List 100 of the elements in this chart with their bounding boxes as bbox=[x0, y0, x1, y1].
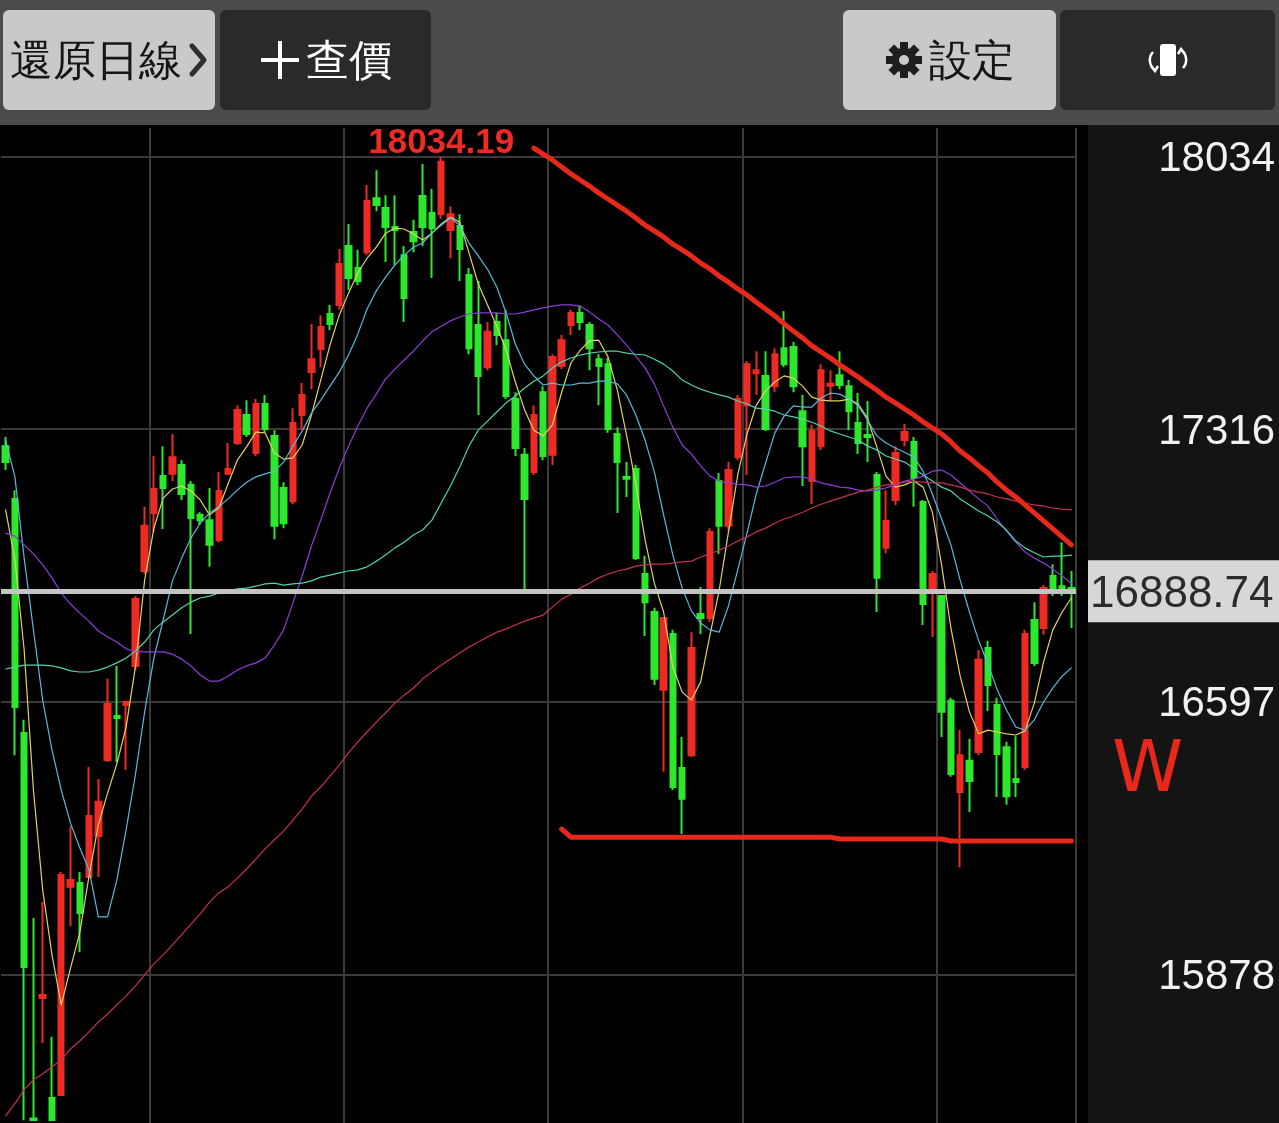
candlestick bbox=[817, 363, 825, 451]
candlestick bbox=[798, 393, 807, 487]
line-series bbox=[5, 480, 1072, 1117]
candlestick bbox=[780, 309, 788, 369]
candlestick bbox=[168, 432, 177, 483]
candlestick bbox=[261, 393, 269, 434]
candlestick bbox=[94, 778, 103, 878]
candlestick bbox=[687, 631, 696, 759]
text: 還原日線 bbox=[10, 35, 182, 84]
candlestick bbox=[595, 353, 603, 407]
candlestick bbox=[177, 459, 186, 502]
candlestick bbox=[937, 595, 946, 738]
candlestick bbox=[632, 464, 640, 562]
annotation: 18034.19 bbox=[368, 120, 515, 160]
candlestick bbox=[613, 426, 621, 514]
candlestick bbox=[317, 314, 325, 369]
text: 查價 bbox=[305, 35, 392, 84]
candlestick bbox=[233, 404, 242, 446]
y-tick-label: 16597 bbox=[1158, 678, 1275, 726]
candlestick bbox=[659, 615, 668, 773]
candlestick bbox=[808, 423, 816, 506]
candlestick bbox=[363, 183, 371, 257]
candlestick bbox=[437, 155, 445, 220]
candlestick bbox=[622, 461, 631, 498]
candlestick bbox=[372, 169, 381, 213]
candlestick bbox=[993, 696, 1001, 798]
candlestick bbox=[29, 917, 38, 1122]
candlestick bbox=[196, 511, 204, 527]
candlestick bbox=[205, 486, 214, 568]
candlestick bbox=[446, 205, 455, 260]
candlestick bbox=[326, 303, 334, 331]
candlestick bbox=[38, 901, 47, 1044]
candlestick bbox=[734, 393, 742, 462]
candlestick bbox=[474, 279, 482, 416]
candlestick bbox=[919, 499, 927, 626]
candlestick bbox=[743, 360, 751, 476]
candlestick bbox=[150, 455, 158, 533]
candlestick bbox=[696, 585, 705, 636]
candlestick bbox=[113, 664, 121, 763]
candlestick bbox=[344, 223, 353, 292]
candlestick bbox=[669, 628, 677, 792]
candlestick bbox=[678, 735, 686, 836]
candlestick bbox=[530, 404, 538, 476]
candlestick bbox=[1002, 740, 1011, 806]
candlestick bbox=[307, 322, 316, 391]
candlestick bbox=[891, 445, 900, 506]
candlestick bbox=[567, 308, 575, 336]
candlestick bbox=[103, 677, 112, 763]
candlestick bbox=[1, 436, 10, 472]
candlestick bbox=[974, 648, 983, 757]
candlestick bbox=[835, 350, 844, 391]
candlestick bbox=[409, 218, 418, 254]
candlestick bbox=[122, 699, 130, 771]
ref-line-label: 16888.74 bbox=[1090, 566, 1274, 616]
candlestick bbox=[761, 350, 770, 432]
candlestick bbox=[483, 320, 492, 372]
candlestick bbox=[187, 480, 195, 636]
candlestick bbox=[789, 341, 798, 394]
candlestick bbox=[706, 527, 714, 623]
candlestick bbox=[715, 472, 723, 555]
candlestick bbox=[1021, 628, 1029, 771]
candlestick bbox=[11, 489, 19, 757]
candlestick bbox=[391, 194, 399, 267]
candlestick bbox=[910, 436, 918, 508]
candlestick bbox=[224, 442, 232, 476]
candlestick bbox=[428, 188, 436, 279]
candlestick bbox=[873, 470, 881, 614]
candlestick bbox=[863, 399, 872, 464]
candlestick bbox=[771, 347, 779, 394]
candlestick bbox=[381, 194, 390, 264]
candlestick bbox=[502, 308, 510, 401]
candlestick bbox=[900, 423, 909, 448]
candlestick bbox=[140, 505, 149, 576]
candlestick bbox=[511, 391, 520, 457]
candlestick bbox=[576, 305, 584, 331]
candlestick bbox=[1049, 563, 1057, 598]
candlestick bbox=[252, 398, 260, 457]
candlestick bbox=[882, 489, 890, 555]
candlestick bbox=[159, 445, 167, 530]
candlestick bbox=[289, 407, 297, 506]
candlestick bbox=[845, 379, 853, 432]
candlestick bbox=[76, 871, 84, 954]
candlestick bbox=[752, 350, 760, 396]
y-tick-label: 15878 bbox=[1158, 951, 1275, 999]
candlestick bbox=[520, 447, 529, 592]
candlestick bbox=[48, 1035, 56, 1122]
candlestick bbox=[418, 163, 427, 248]
y-tick-label: 18034 bbox=[1158, 132, 1275, 180]
candlestick bbox=[826, 369, 835, 402]
candlestick bbox=[298, 382, 306, 432]
candlestick bbox=[965, 737, 974, 814]
text: W bbox=[1112, 724, 1184, 808]
candlestick bbox=[400, 245, 408, 323]
candlestick bbox=[539, 385, 547, 462]
y-tick-label: 17316 bbox=[1158, 405, 1275, 453]
candlestick bbox=[585, 320, 594, 372]
candlestick bbox=[947, 696, 955, 778]
candlestick bbox=[1030, 601, 1039, 667]
candlestick bbox=[242, 399, 251, 439]
candlestick bbox=[57, 871, 65, 1097]
